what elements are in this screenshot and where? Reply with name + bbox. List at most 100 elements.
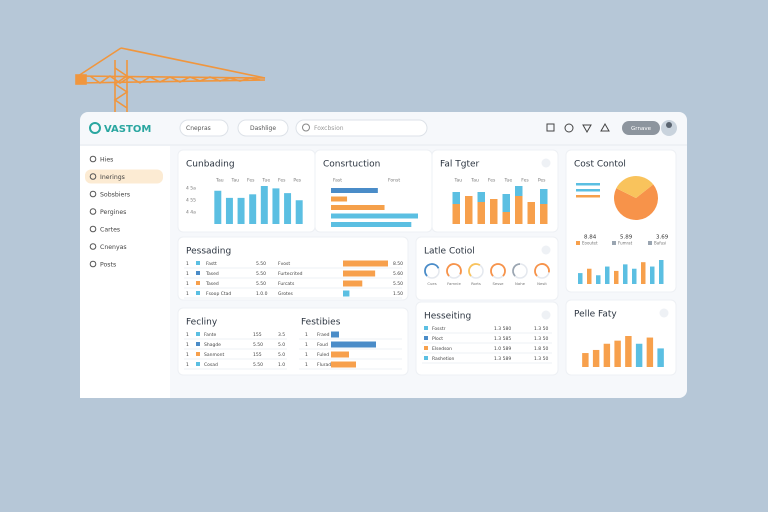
- cell: 1: [186, 362, 189, 368]
- cell: Fosstr: [432, 326, 446, 332]
- row-icon: [424, 336, 428, 340]
- figure-label: Fumrat: [618, 241, 633, 246]
- gauge-arc: [446, 263, 462, 277]
- cell: 155: [253, 332, 262, 338]
- row-icon: [424, 326, 428, 330]
- stacked-bar: [540, 189, 548, 204]
- cell: 155: [253, 352, 262, 358]
- card-menu[interactable]: [659, 308, 669, 318]
- cell: Fastt: [206, 261, 217, 267]
- cell: 5.50: [253, 362, 263, 368]
- card-menu[interactable]: [541, 310, 551, 320]
- axis-label: Fes: [488, 178, 496, 184]
- cell: Foud: [317, 342, 328, 348]
- mini-bar: [587, 268, 592, 284]
- figure-label: Bafusi: [654, 241, 666, 246]
- gauge-label: Rorts: [471, 281, 481, 286]
- pie-slice: [616, 176, 654, 198]
- dropdown[interactable]: [179, 119, 229, 137]
- sidebar-item[interactable]: Pergines: [100, 209, 126, 216]
- bar: [214, 190, 222, 224]
- row-bar: [343, 290, 350, 297]
- card-menu[interactable]: [541, 245, 551, 255]
- dropdown[interactable]: [237, 119, 289, 137]
- logo-icon: [89, 122, 101, 134]
- avatar-head: [666, 122, 672, 128]
- row-icon: [196, 352, 200, 356]
- search-icon: [302, 123, 310, 132]
- gauge-label: Nahe: [515, 281, 526, 286]
- sidebar-icon: [89, 225, 97, 233]
- header-icon[interactable]: [564, 123, 574, 133]
- cell: 1: [186, 281, 189, 287]
- stacked-bar: [502, 194, 510, 212]
- search-placeholder[interactable]: Foxcbsion: [314, 125, 344, 132]
- sidebar-item[interactable]: Posts: [100, 262, 116, 269]
- bar: [284, 193, 292, 224]
- card: [177, 307, 409, 376]
- search-box[interactable]: [295, 119, 428, 137]
- dropdown-label[interactable]: Cnepras: [186, 125, 211, 132]
- stacked-bar: [502, 212, 510, 224]
- sidebar-icon: [89, 173, 97, 180]
- sidebar-item[interactable]: Cartes: [100, 227, 120, 234]
- cell: Furtecrited: [278, 271, 303, 277]
- cell: 1.3 580: [494, 326, 511, 332]
- cell: 5.50: [393, 281, 403, 287]
- crane-tie: [120, 47, 266, 79]
- bar: [249, 194, 257, 224]
- crane-weight: [75, 74, 87, 85]
- sidebar-icon: [89, 260, 97, 268]
- mini-bar: [596, 275, 601, 284]
- axis-label: Fes: [247, 178, 255, 184]
- sidebar-item[interactable]: Inerings: [100, 174, 125, 181]
- gauge-arc: [512, 263, 521, 277]
- row-icon: [196, 261, 200, 265]
- sidebar-item[interactable]: Sobsbiers: [100, 192, 130, 199]
- bar: [614, 340, 621, 367]
- mini-bar: [605, 266, 610, 284]
- header-icon[interactable]: [546, 123, 555, 132]
- header-icon[interactable]: [582, 124, 592, 134]
- row-icon: [424, 356, 428, 360]
- gauge-label: Sesse: [492, 281, 504, 286]
- legend-line: [576, 183, 600, 186]
- cell: 1.50: [393, 291, 403, 297]
- dropdown-label[interactable]: Dashlige: [250, 125, 276, 132]
- cell: Sanmont: [204, 352, 224, 358]
- gauge-label: Nesit: [537, 281, 547, 286]
- hbar: [331, 205, 385, 210]
- header-button-label[interactable]: Grnave: [631, 126, 652, 132]
- sidebar-active: [85, 169, 163, 184]
- card-title: Pelle Faty: [574, 310, 617, 320]
- cell: Fsoop Ctad: [206, 291, 231, 297]
- card-title: Pessading: [186, 247, 231, 257]
- mini-bar: [650, 266, 655, 284]
- cell: Fuled: [317, 352, 329, 358]
- sidebar-item[interactable]: Cnenyas: [100, 244, 127, 251]
- pie-slice: [614, 184, 658, 220]
- stacked-bar: [452, 204, 460, 224]
- bar: [295, 200, 303, 224]
- row-bar: [343, 260, 388, 267]
- axis-label: Fast: [333, 178, 342, 184]
- bar: [646, 337, 654, 367]
- axis-label: 4 55: [186, 198, 196, 204]
- header-icon[interactable]: [600, 122, 610, 132]
- sidebar-item[interactable]: Hies: [100, 157, 113, 164]
- cell: 1.0: [278, 362, 285, 368]
- header-button[interactable]: [622, 121, 660, 135]
- mini-bar: [641, 262, 646, 284]
- row-icon: [196, 271, 200, 275]
- gauge-arc: [468, 263, 481, 277]
- cell: 1.0 589: [494, 346, 511, 352]
- mini-bar: [632, 268, 637, 284]
- card: [415, 236, 559, 301]
- card-menu[interactable]: [541, 158, 551, 168]
- cell: 1: [186, 271, 189, 277]
- sidebar-icon: [89, 190, 97, 198]
- row-icon: [424, 346, 428, 350]
- card-title: Fecliny: [186, 318, 218, 328]
